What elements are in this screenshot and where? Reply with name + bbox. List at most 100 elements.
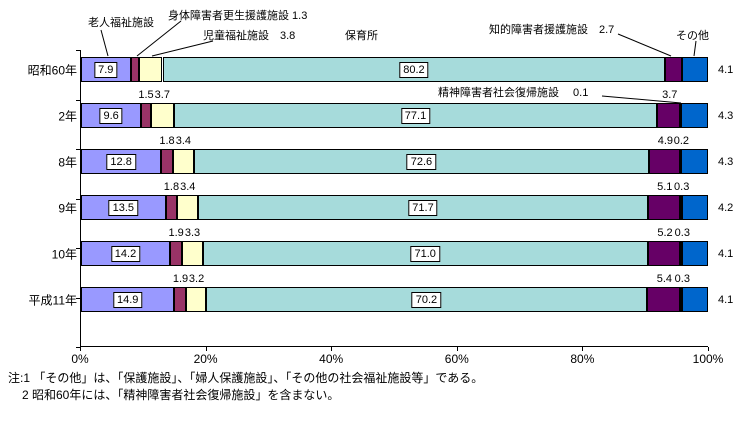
- value-label-above: 1.8: [163, 181, 180, 193]
- value-label-boxed: 80.2: [399, 61, 429, 78]
- segment-other: [681, 149, 708, 174]
- value-label-above: 0.3: [674, 227, 690, 239]
- segment-child-welfare: [138, 57, 163, 82]
- value-label-outside: 4.2: [718, 201, 734, 214]
- footnote-line-1: 注:1 「その他」は、「保護施設」、「婦人保護施設」、「その他の社会福祉施設等」…: [8, 371, 484, 385]
- segment-intellectual-disability-support: [657, 103, 681, 128]
- x-tickmark: [582, 347, 584, 351]
- category-label: 8年: [58, 155, 77, 169]
- plot-area: 昭和60年 7.9 80.2 4.1 2年 9.6 77.1 4.3 1.5 3.7 3.7 8年 12…: [28, 50, 733, 347]
- value-label-above: 1.8: [159, 135, 175, 147]
- value-label-boxed: 7.9: [94, 61, 118, 78]
- segment-intellectual-disability-support: [647, 195, 680, 220]
- callout-label: 身体障害者更生援護施設 1.3: [168, 10, 308, 22]
- segment-other: [682, 57, 708, 82]
- callout-label: 知的障害者援護施設 2.7: [489, 24, 615, 36]
- segment-mental-disability-reintegration: [680, 241, 683, 266]
- value-label-above: 3.7: [154, 89, 170, 101]
- y-tickmark: [76, 297, 80, 299]
- x-tick-label: 0%: [71, 352, 89, 366]
- value-label-outside: 4.1: [718, 63, 734, 76]
- segment-elderly-welfare: [81, 57, 131, 82]
- value-label-above: 3.4: [175, 135, 192, 147]
- stacked-bar: 12.8 72.6 4.3: [81, 149, 733, 174]
- callout-label: 精神障害者社会復帰施設 0.1: [438, 87, 589, 99]
- value-label-outside: 4.1: [718, 247, 734, 260]
- value-label-boxed: 12.8: [106, 153, 136, 170]
- category-label: 昭和60年: [27, 63, 77, 77]
- value-label-boxed: 14.2: [110, 245, 141, 262]
- stacked-bar: 9.6 77.1 4.3: [81, 103, 733, 128]
- value-label-above: 1.9: [168, 227, 184, 239]
- value-label-boxed: 9.6: [99, 107, 123, 124]
- value-label-above: 3.7: [662, 89, 678, 101]
- y-tickmark: [76, 50, 80, 51]
- stacked-bar: 14.2 71.0 4.1: [81, 241, 733, 266]
- callout-label: 児童福祉施設 3.8: [203, 30, 296, 42]
- segment-mental-disability-reintegration: [679, 195, 682, 220]
- segment-child-welfare: [186, 287, 207, 312]
- category-label: 9年: [58, 201, 77, 215]
- value-label-above: 5.2: [657, 227, 673, 239]
- footnotes: 注:1 「その他」は、「保護施設」、「婦人保護施設」、「その他の社会福祉施設等」…: [8, 370, 483, 404]
- x-tickmark: [456, 347, 458, 351]
- x-tickmark: [205, 347, 207, 351]
- segment-other: [681, 195, 708, 220]
- callout-label: 老人福祉施設: [88, 17, 154, 29]
- x-tickmark: [331, 347, 333, 351]
- segment-child-welfare: [181, 241, 203, 266]
- value-label-boxed: 72.6: [406, 153, 437, 170]
- segment-intellectual-disability-support: [649, 149, 680, 174]
- stacked-bar: 14.9 70.2 4.1: [81, 287, 733, 312]
- y-tickmark: [76, 198, 80, 200]
- y-tickmark: [76, 149, 80, 150]
- segment-other: [681, 103, 708, 128]
- x-tick-label: 40%: [319, 352, 344, 366]
- value-label-above: 3.3: [184, 227, 201, 239]
- value-label-above: 3.4: [180, 181, 196, 193]
- value-label-boxed: 71.0: [410, 245, 440, 262]
- segment-physical-disability-rehab: [174, 287, 187, 312]
- x-tick-label: 80%: [570, 352, 595, 366]
- value-label-above: 4.9: [657, 135, 673, 147]
- category-label: 10年: [51, 247, 77, 261]
- x-tick-label: 20%: [193, 352, 218, 366]
- value-label-boxed: 77.1: [400, 107, 431, 124]
- segment-other: [682, 287, 708, 312]
- value-label-above: 0.3: [674, 273, 690, 285]
- callout-label: 保育所: [345, 30, 378, 42]
- y-tickmark: [76, 248, 80, 249]
- segment-intellectual-disability-support: [665, 57, 683, 82]
- value-label-above: 5.4: [656, 273, 673, 285]
- value-label-above: 1.9: [172, 273, 189, 285]
- callout-label: その他: [676, 30, 709, 42]
- value-label-above: 0.3: [674, 181, 690, 193]
- value-label-above: 5.1: [657, 181, 673, 193]
- segment-elderly-welfare: [81, 103, 142, 128]
- segment-physical-disability-rehab: [161, 149, 173, 174]
- segment-child-welfare: [172, 149, 194, 174]
- value-label-boxed: 14.9: [112, 291, 143, 308]
- y-tickmark: [76, 99, 80, 101]
- value-label-above: 1.5: [138, 89, 154, 101]
- category-label: 平成11年: [28, 293, 77, 307]
- segment-physical-disability-rehab: [165, 195, 177, 220]
- footnote-line-2: 2 昭和60年には、「精神障害者社会復帰施設」を含まない。: [22, 388, 340, 402]
- segment-mental-disability-reintegration: [680, 287, 683, 312]
- x-tick-label: 100%: [692, 352, 724, 366]
- value-label-outside: 4.3: [718, 109, 734, 122]
- y-tickmark: [76, 347, 80, 348]
- category-label: 2年: [58, 109, 77, 123]
- segment-intellectual-disability-support: [646, 287, 681, 312]
- x-tickmark: [80, 347, 81, 351]
- segment-physical-disability-rehab: [130, 57, 139, 82]
- segment-child-welfare: [176, 195, 199, 220]
- segment-physical-disability-rehab: [170, 241, 182, 266]
- value-label-outside: 4.1: [718, 293, 734, 306]
- value-label-boxed: 70.2: [411, 291, 442, 308]
- stacked-bar: 7.9 80.2 4.1: [81, 57, 733, 82]
- x-tick-label: 60%: [444, 352, 469, 366]
- segment-child-welfare: [150, 103, 174, 128]
- value-label-boxed: 71.7: [408, 199, 438, 216]
- segment-physical-disability-rehab: [141, 103, 151, 128]
